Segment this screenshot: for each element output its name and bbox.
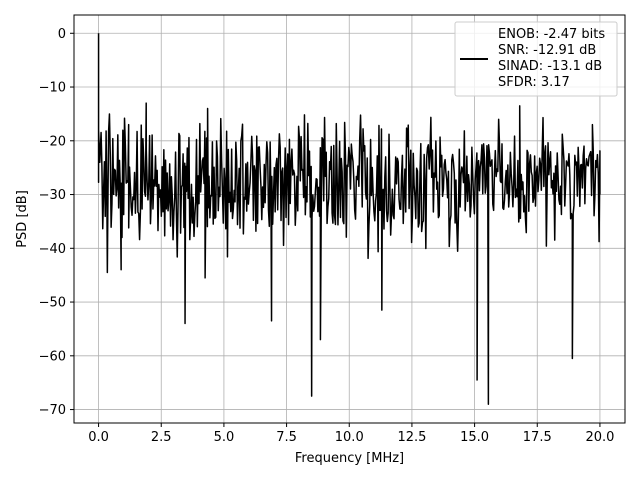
x-tick-label: 2.5 <box>151 430 172 445</box>
y-tick-label: −20 <box>39 134 66 149</box>
y-tick-label: −50 <box>39 296 66 311</box>
psd-series-line <box>97 33 601 405</box>
y-tick-label: −60 <box>39 349 66 364</box>
x-tick-label: 20.0 <box>585 430 614 445</box>
y-tick-label: −70 <box>39 403 66 418</box>
y-tick-label: 0 <box>58 27 66 42</box>
x-tick-label: 15.0 <box>460 430 489 445</box>
legend-entry-snr: SNR: -12.91 dB <box>498 43 596 58</box>
legend-entry-sinad: SINAD: -13.1 dB <box>498 59 602 74</box>
legend-entry-sfdr: SFDR: 3.17 <box>498 75 570 90</box>
y-tick-label: −30 <box>39 188 66 203</box>
x-tick-label: 12.5 <box>397 430 426 445</box>
x-ticks: 0.0 2.5 5.0 7.5 10.0 12.5 15.0 17.5 20.0 <box>88 423 614 445</box>
x-tick-label: 17.5 <box>523 430 552 445</box>
plot-line-group <box>97 33 601 405</box>
legend: ENOB: -2.47 bits SNR: -12.91 dB SINAD: -… <box>454 21 618 97</box>
x-tick-label: 10.0 <box>335 430 364 445</box>
y-axis-label: PSD [dB] <box>15 190 30 248</box>
legend-box <box>454 21 618 97</box>
x-tick-label: 0.0 <box>88 430 109 445</box>
legend-entry-enob: ENOB: -2.47 bits <box>498 27 605 42</box>
y-tick-label: −40 <box>39 242 66 257</box>
x-tick-label: 7.5 <box>276 430 297 445</box>
y-tick-label: −10 <box>39 81 66 96</box>
x-tick-label: 5.0 <box>214 430 235 445</box>
y-ticks: 0 −10 −20 −30 −40 −50 −60 −70 <box>39 27 74 418</box>
x-axis-label: Frequency [MHz] <box>295 451 404 466</box>
